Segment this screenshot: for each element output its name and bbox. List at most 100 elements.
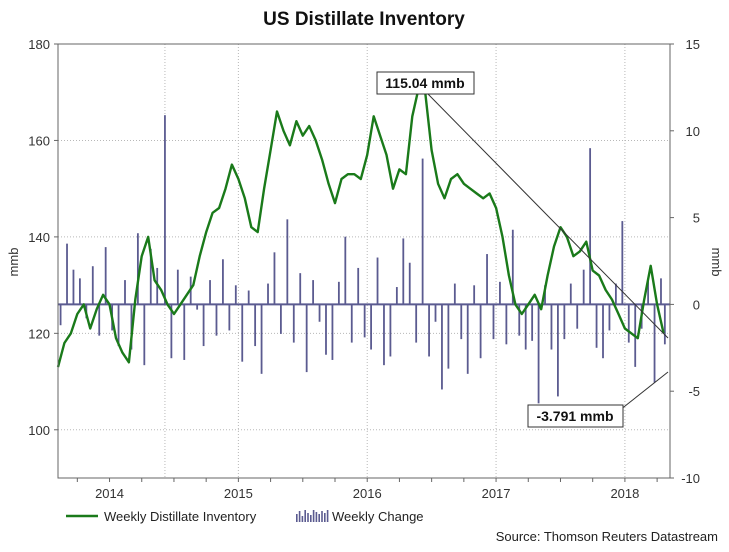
legend: Weekly Distillate Inventory Weekly Chang… (66, 509, 424, 524)
weekly-change-bar (518, 304, 521, 336)
weekly-change-bar (202, 304, 205, 347)
weekly-change-bar (647, 280, 649, 305)
weekly-change-bar (370, 304, 372, 350)
x-tick-label: 2014 (95, 486, 124, 501)
legend-bar-mark (326, 510, 329, 522)
weekly-change-bar (267, 283, 269, 305)
weekly-change-bar (273, 252, 276, 305)
bar-series (58, 115, 670, 404)
weekly-change-bar (582, 269, 585, 305)
weekly-change-bar (292, 304, 295, 343)
weekly-change-bar (408, 262, 411, 305)
x-tick-label: 2018 (610, 486, 639, 501)
annotation-bottom: -3.791 mmb (536, 408, 613, 424)
chart-title: US Distillate Inventory (263, 9, 465, 30)
weekly-change-bar (621, 221, 624, 305)
weekly-change-bar (228, 304, 231, 331)
weekly-change-bar (383, 304, 385, 366)
weekly-change-bar (421, 158, 424, 305)
weekly-change-bar (222, 259, 224, 305)
left-tick-label: 160 (28, 133, 50, 148)
weekly-change-bar (576, 304, 579, 329)
weekly-change-bar (614, 283, 617, 305)
right-axis-label: mmb (709, 248, 724, 277)
axes: 100 120 140 160 180 15 10 5 0 -5 -10 2014 2015 2016 20… (28, 37, 700, 501)
weekly-change-bar (279, 304, 282, 334)
weekly-change-bar (589, 148, 592, 305)
weekly-change-bar (505, 304, 508, 345)
weekly-change-bar (331, 304, 334, 360)
weekly-change-bar (143, 304, 146, 366)
weekly-change-bar (660, 278, 662, 305)
weekly-change-bar (260, 304, 263, 374)
weekly-change-bar (215, 304, 218, 336)
right-tick-label: 15 (686, 37, 700, 52)
legend-bar-mark (324, 513, 326, 522)
weekly-change-bar (486, 254, 488, 305)
weekly-change-bar (557, 304, 559, 397)
weekly-change-bar (117, 304, 120, 347)
weekly-change-bar (434, 304, 437, 322)
line-series (56, 86, 665, 368)
weekly-change-bar (164, 115, 166, 305)
weekly-change-bar (602, 304, 604, 359)
weekly-change-bar (531, 304, 534, 341)
left-tick-label: 120 (28, 326, 50, 341)
left-tick-label: 180 (28, 37, 50, 52)
weekly-change-bar (299, 273, 302, 305)
weekly-change-bar (524, 304, 527, 350)
annotation-box-top (376, 71, 475, 95)
annotations: 115.04 mmb -3.791 mmb (376, 71, 669, 428)
weekly-change-bar (441, 304, 443, 390)
weekly-change-bar (136, 233, 139, 305)
weekly-change-bar (247, 290, 250, 305)
left-tick-label: 100 (28, 423, 50, 438)
right-tick-label: 5 (693, 211, 700, 226)
weekly-change-bar (337, 281, 340, 305)
right-tick-label: 0 (693, 297, 700, 312)
weekly-change-bar (91, 266, 94, 305)
weekly-change-bar (428, 304, 430, 357)
annotation-box-bottom (527, 404, 624, 428)
weekly-change-bar (460, 304, 463, 340)
x-tick-label: 2015 (224, 486, 253, 501)
legend-bar-swatch (296, 510, 329, 522)
legend-bar-mark (304, 510, 306, 522)
weekly-change-bar (98, 304, 101, 336)
legend-bar-mark (321, 511, 323, 522)
right-tick-label: -5 (688, 384, 700, 399)
weekly-change-bar (537, 304, 540, 404)
left-tick-label: 140 (28, 230, 50, 245)
weekly-change-bar (608, 304, 611, 331)
x-tick-label: 2017 (482, 486, 511, 501)
weekly-change-bar (318, 304, 321, 322)
weekly-change-bar (79, 278, 81, 305)
weekly-change-bar (653, 304, 656, 383)
weekly-change-bar (492, 304, 495, 340)
legend-line-label: Weekly Distillate Inventory (104, 509, 257, 524)
weekly-change-bar (466, 304, 469, 374)
weekly-change-bar (170, 304, 173, 359)
weekly-change-bar (499, 281, 501, 305)
annotation-top: 115.04 mmb (385, 75, 464, 91)
legend-bar-mark (307, 513, 309, 522)
weekly-change-bar (183, 304, 186, 360)
weekly-change-bar (479, 304, 482, 359)
weekly-change-bar (241, 304, 244, 362)
weekly-change-bar (286, 219, 289, 305)
weekly-change-bar (325, 304, 327, 355)
weekly-change-bar (389, 304, 392, 357)
weekly-change-bar (66, 243, 68, 305)
weekly-change-bar (234, 285, 237, 305)
legend-bar-label: Weekly Change (332, 509, 424, 524)
right-tick-label: -10 (681, 471, 700, 486)
weekly-change-bar (569, 283, 572, 305)
weekly-change-bar (124, 280, 126, 305)
weekly-change-bar (376, 257, 379, 305)
left-axis-label: mmb (6, 248, 21, 277)
x-tick-label: 2016 (353, 486, 382, 501)
annotation-leader-bottom (619, 371, 669, 411)
weekly-change-bar (305, 304, 308, 373)
weekly-change-bar (473, 285, 476, 305)
